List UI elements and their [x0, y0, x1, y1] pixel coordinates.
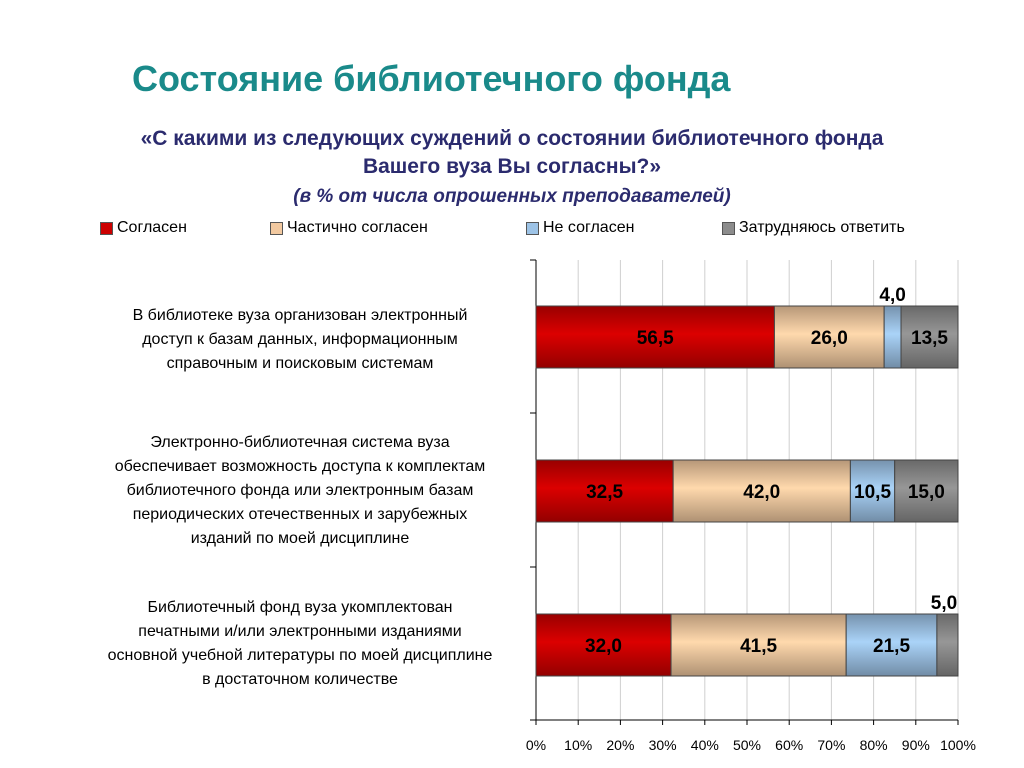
x-tick-label: 20% — [606, 737, 634, 753]
data-label: 4,0 — [879, 285, 905, 306]
legend-swatch-disagree — [526, 221, 539, 235]
bar-segment — [535, 613, 672, 677]
category-1-line-2: доступ к базам данных, информационным — [142, 331, 458, 348]
category-3-line-2: печатными и/или электронными изданиями — [138, 623, 462, 640]
category-label-3: Библиотечный фонд вуза укомплектован печ… — [60, 596, 540, 692]
category-2-line-4: периодических отечественных и зарубежных — [132, 506, 468, 523]
bar-segment — [883, 305, 902, 369]
x-tick-label: 80% — [860, 737, 888, 753]
legend-swatch-agree — [100, 221, 113, 235]
data-label: 5,0 — [931, 593, 957, 614]
category-label-2: Электронно-библиотечная система вуза обе… — [60, 431, 540, 551]
legend-label-disagree: Не согласен — [543, 219, 635, 236]
x-tick-label: 90% — [902, 737, 930, 753]
bar-segment — [845, 613, 938, 677]
data-label: 41,5 — [740, 636, 777, 657]
data-label: 42,0 — [743, 482, 780, 503]
bar-segment — [936, 613, 959, 677]
legend-item-disagree: Не согласен — [526, 219, 634, 237]
category-3-line-1: Библиотечный фонд вуза укомплектован — [147, 599, 453, 616]
category-3-line-3: основной учебной литературы по моей дисц… — [107, 647, 493, 664]
category-2-line-1: Электронно-библиотечная система вуза — [150, 434, 450, 451]
x-tick-label: 10% — [564, 737, 592, 753]
category-1-line-1: В библиотеке вуза организован электронны… — [132, 307, 468, 324]
x-tick-label: 30% — [649, 737, 677, 753]
bar-segment — [894, 459, 959, 523]
question-line-1: «С какими из следующих суждений о состоя… — [140, 127, 884, 150]
data-label: 10,5 — [854, 482, 891, 503]
question-line-2: Вашего вуза Вы согласны?» — [362, 155, 662, 178]
data-label: 15,0 — [908, 482, 945, 503]
bar-segment — [849, 459, 896, 523]
legend-item-unsure: Затрудняюсь ответить — [722, 219, 905, 237]
legend-item-agree: Согласен — [100, 219, 187, 237]
category-2-line-3: библиотечного фонда или электронным база… — [126, 482, 474, 499]
data-label: 56,5 — [637, 328, 674, 349]
data-label: 21,5 — [873, 636, 910, 657]
data-label: 32,0 — [585, 636, 622, 657]
category-2-line-2: обеспечивает возможность доступа к компл… — [114, 458, 486, 475]
bar-segment — [535, 305, 775, 369]
data-label: 13,5 — [911, 328, 948, 349]
bar-segment — [535, 459, 674, 523]
survey-question: «С какими из следующих суждений о состоя… — [0, 125, 1024, 181]
x-tick-label: 100% — [940, 737, 976, 753]
legend-item-partial: Частично согласен — [270, 219, 428, 237]
chart-note: (в % от числа опрошенных преподавателей) — [293, 186, 731, 207]
chart-legend: Согласен Частично согласен Не согласен З… — [0, 219, 1024, 239]
x-tick-label: 70% — [817, 737, 845, 753]
bar-segment — [773, 305, 885, 369]
legend-swatch-unsure — [722, 221, 735, 235]
category-1-line-3: справочным и поисковым системам — [166, 355, 434, 372]
category-label-1: В библиотеке вуза организован электронны… — [60, 304, 540, 376]
data-label: 32,5 — [586, 482, 623, 503]
slide-title: Состояние библиотечного фонда — [132, 58, 731, 99]
legend-label-agree: Согласен — [117, 219, 187, 236]
legend-label-unsure: Затрудняюсь ответить — [739, 219, 905, 236]
x-tick-label: 60% — [775, 737, 803, 753]
legend-swatch-partial — [270, 221, 283, 235]
x-tick-label: 40% — [691, 737, 719, 753]
legend-label-partial: Частично согласен — [287, 219, 428, 236]
category-2-line-5: изданий по моей дисциплине — [190, 530, 410, 547]
x-tick-label: 50% — [733, 737, 761, 753]
bar-segment — [900, 305, 959, 369]
data-label: 26,0 — [811, 328, 848, 349]
x-tick-label: 0% — [526, 737, 546, 753]
category-3-line-4: в достаточном количестве — [202, 671, 398, 688]
bar-segment — [672, 459, 851, 523]
